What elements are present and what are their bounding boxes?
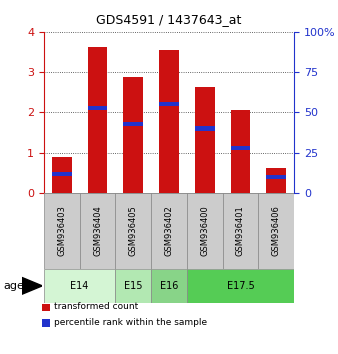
Bar <box>52 172 72 176</box>
Bar <box>115 269 151 303</box>
Text: E14: E14 <box>71 281 89 291</box>
Text: percentile rank within the sample: percentile rank within the sample <box>54 318 207 327</box>
Bar <box>266 168 286 193</box>
Bar <box>187 269 294 303</box>
Text: GSM936406: GSM936406 <box>272 206 281 256</box>
Text: GDS4591 / 1437643_at: GDS4591 / 1437643_at <box>96 13 242 26</box>
Bar <box>151 193 187 269</box>
Text: E17.5: E17.5 <box>226 281 254 291</box>
Bar <box>42 319 50 326</box>
Bar <box>123 78 143 193</box>
Text: E15: E15 <box>124 281 143 291</box>
Polygon shape <box>22 278 42 294</box>
Bar <box>88 105 107 110</box>
Bar <box>195 87 215 193</box>
Bar <box>115 193 151 269</box>
Text: GSM936402: GSM936402 <box>165 206 173 256</box>
Text: age: age <box>3 281 24 291</box>
Bar <box>258 193 294 269</box>
Bar <box>42 304 50 311</box>
Bar <box>151 269 187 303</box>
Bar <box>123 122 143 126</box>
Text: GSM936400: GSM936400 <box>200 206 209 256</box>
Bar <box>159 50 179 193</box>
Bar <box>44 269 115 303</box>
Text: GSM936403: GSM936403 <box>57 206 66 256</box>
Text: GSM936401: GSM936401 <box>236 206 245 256</box>
Bar <box>266 175 286 179</box>
Bar <box>80 193 115 269</box>
Bar <box>52 158 72 193</box>
Bar <box>223 193 258 269</box>
Bar <box>231 146 250 150</box>
Text: GSM936404: GSM936404 <box>93 206 102 256</box>
Bar <box>159 102 179 106</box>
Text: GSM936405: GSM936405 <box>129 206 138 256</box>
Bar <box>195 126 215 131</box>
Bar <box>231 110 250 193</box>
Bar <box>44 193 80 269</box>
Bar <box>187 193 223 269</box>
Bar <box>88 47 107 193</box>
Text: E16: E16 <box>160 281 178 291</box>
Text: transformed count: transformed count <box>54 302 138 311</box>
